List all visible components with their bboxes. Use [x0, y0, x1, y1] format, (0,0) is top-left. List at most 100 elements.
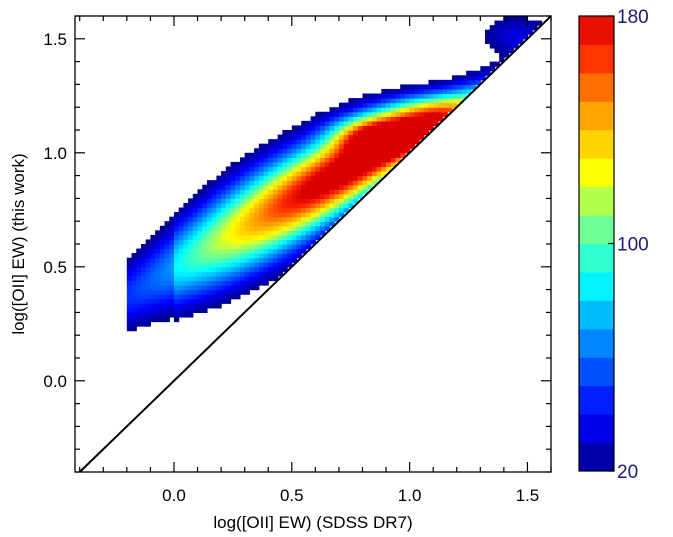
heatmap-cell	[249, 152, 255, 158]
heatmap-cell	[320, 202, 326, 209]
heatmap-cell	[404, 134, 411, 140]
heatmap-cell	[305, 171, 312, 177]
heatmap-cell	[159, 285, 166, 291]
heatmap-cell	[183, 244, 189, 250]
heatmap-cell	[320, 216, 326, 222]
heatmap-cell	[338, 143, 345, 149]
heatmap-cell	[485, 29, 491, 35]
heatmap-cell	[423, 130, 430, 136]
heatmap-cell	[329, 143, 335, 149]
heatmap-cell	[513, 16, 519, 22]
heatmap-cell	[442, 79, 448, 85]
heatmap-cell	[301, 134, 307, 140]
heatmap-cell	[225, 212, 232, 218]
heatmap-cell	[150, 307, 156, 313]
heatmap-cell	[386, 157, 392, 163]
heatmap-cell	[291, 193, 298, 199]
heatmap-cell	[239, 225, 246, 231]
heatmap-cell	[386, 111, 392, 117]
heatmap-cell	[244, 198, 250, 204]
heatmap-cell	[353, 125, 359, 131]
heatmap-cell	[272, 239, 279, 245]
heatmap-cell	[367, 107, 373, 113]
heatmap-cell	[272, 166, 279, 172]
heatmap-cell	[343, 193, 349, 199]
heatmap-cell	[272, 143, 279, 149]
heatmap-cell	[145, 257, 151, 263]
heatmap-cell	[357, 134, 364, 140]
heatmap-cell	[140, 257, 147, 263]
heatmap-cell	[348, 134, 354, 140]
heatmap-cell	[357, 102, 364, 108]
heatmap-cell	[216, 253, 222, 259]
heatmap-cell	[244, 184, 250, 190]
heatmap-cell	[381, 93, 387, 99]
heatmap-cell	[305, 207, 312, 213]
heatmap-cell	[159, 257, 166, 263]
heatmap-cell	[390, 102, 397, 108]
heatmap-cell	[159, 244, 166, 250]
heatmap-cell	[329, 202, 335, 209]
heatmap-cell	[216, 266, 222, 272]
heatmap-cell	[188, 307, 194, 313]
heatmap-cell	[395, 93, 401, 99]
heatmap-cell	[239, 202, 246, 209]
heatmap-cell	[254, 253, 260, 259]
heatmap-cell	[371, 120, 378, 127]
heatmap-cell	[178, 266, 184, 272]
heatmap-cell	[155, 289, 161, 295]
heatmap-cell	[178, 234, 184, 241]
heatmap-cell	[367, 134, 373, 140]
heatmap-cell	[173, 289, 180, 295]
heatmap-cell	[136, 253, 142, 259]
heatmap-cell	[494, 43, 500, 49]
heatmap-cell	[277, 157, 283, 163]
heatmap-cell	[197, 294, 203, 300]
heatmap-cell	[216, 225, 222, 231]
heatmap-cell	[291, 184, 298, 190]
heatmap-cell	[315, 193, 321, 199]
heatmap-cell	[296, 180, 302, 186]
heatmap-cell	[324, 139, 331, 145]
heatmap-cell	[272, 253, 279, 259]
heatmap-cell	[277, 262, 283, 268]
heatmap-cell	[320, 120, 326, 127]
heatmap-cell	[282, 216, 288, 222]
heatmap-cell	[159, 248, 166, 254]
heatmap-cell	[235, 280, 241, 286]
heatmap-cell	[310, 148, 316, 154]
heatmap-cell	[390, 157, 397, 163]
heatmap-cell	[202, 280, 208, 286]
heatmap-cell	[287, 161, 293, 168]
heatmap-cell	[268, 180, 274, 186]
heatmap-cell	[334, 157, 340, 163]
heatmap-cell	[164, 298, 170, 304]
heatmap-cell	[188, 294, 194, 300]
heatmap-cell	[362, 93, 368, 99]
heatmap-cell	[400, 143, 406, 149]
heatmap-cell	[390, 120, 397, 127]
heatmap-cell	[225, 248, 232, 254]
heatmap-cell	[202, 189, 208, 195]
heatmap-cell	[287, 198, 293, 204]
heatmap-cell	[442, 88, 448, 95]
heatmap-cell	[414, 107, 420, 113]
heatmap-cell	[386, 166, 392, 172]
heatmap-cell	[334, 207, 340, 213]
heatmap-cell	[282, 248, 288, 254]
heatmap-cell	[324, 120, 331, 127]
heatmap-cell	[159, 271, 166, 277]
heatmap-cell	[503, 29, 510, 35]
heatmap-cell	[310, 139, 316, 145]
heatmap-cell	[221, 212, 227, 218]
heatmap-cell	[305, 216, 312, 222]
heatmap-cell	[244, 266, 250, 272]
heatmap-cell	[225, 289, 232, 295]
heatmap-cell	[249, 280, 255, 286]
heatmap-cell	[155, 316, 161, 323]
heatmap-cell	[301, 152, 307, 158]
heatmap-cell	[362, 116, 368, 122]
heatmap-cell	[145, 275, 151, 282]
heatmap-cell	[282, 202, 288, 209]
heatmap-cell	[221, 202, 227, 209]
